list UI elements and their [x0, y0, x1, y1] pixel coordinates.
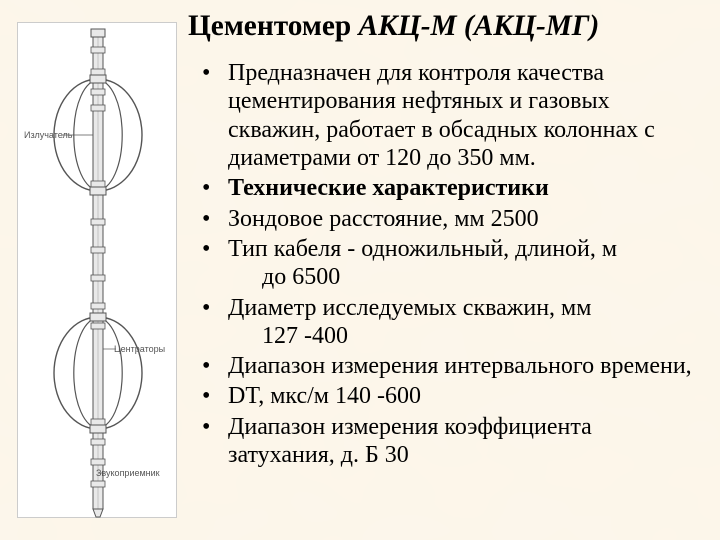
bullet-item: Зондовое расстояние, мм 2500: [202, 205, 702, 233]
bullet-item: Диапазон измерения коэффициента затухани…: [202, 413, 702, 470]
slide-title: Цементомер АКЦ-М (АКЦ-МГ): [188, 10, 702, 43]
bullet-item: DT, мкс/м 140 -600: [202, 382, 702, 410]
text-column: Цементомер АКЦ-М (АКЦ-МГ) Предназначен д…: [188, 0, 720, 540]
title-prefix: Цементомер: [188, 10, 358, 42]
bullet-list: Предназначен для контроля качества цемен…: [188, 59, 702, 469]
diagram-label: Звукоприемник: [96, 469, 160, 478]
bullet-item: Предназначен для контроля качества цемен…: [202, 59, 702, 172]
diagram-label: Излучатель: [24, 131, 72, 140]
bullet-item: Тип кабеля - одножильный, длиной, мдо 65…: [202, 235, 702, 292]
bullet-item: Диапазон измерения интервального времени…: [202, 352, 702, 380]
title-italic: АКЦ-М (АКЦ-МГ): [358, 10, 599, 42]
tool-diagram: Излучатель Центраторы Звукоприемник: [17, 22, 177, 518]
bullet-item: Диаметр исследуемых скважин, мм127 -400: [202, 294, 702, 351]
diagram-label: Центраторы: [114, 345, 165, 354]
bullet-item: Технические характеристики: [202, 174, 702, 202]
diagram-column: Излучатель Центраторы Звукоприемник: [0, 0, 188, 540]
